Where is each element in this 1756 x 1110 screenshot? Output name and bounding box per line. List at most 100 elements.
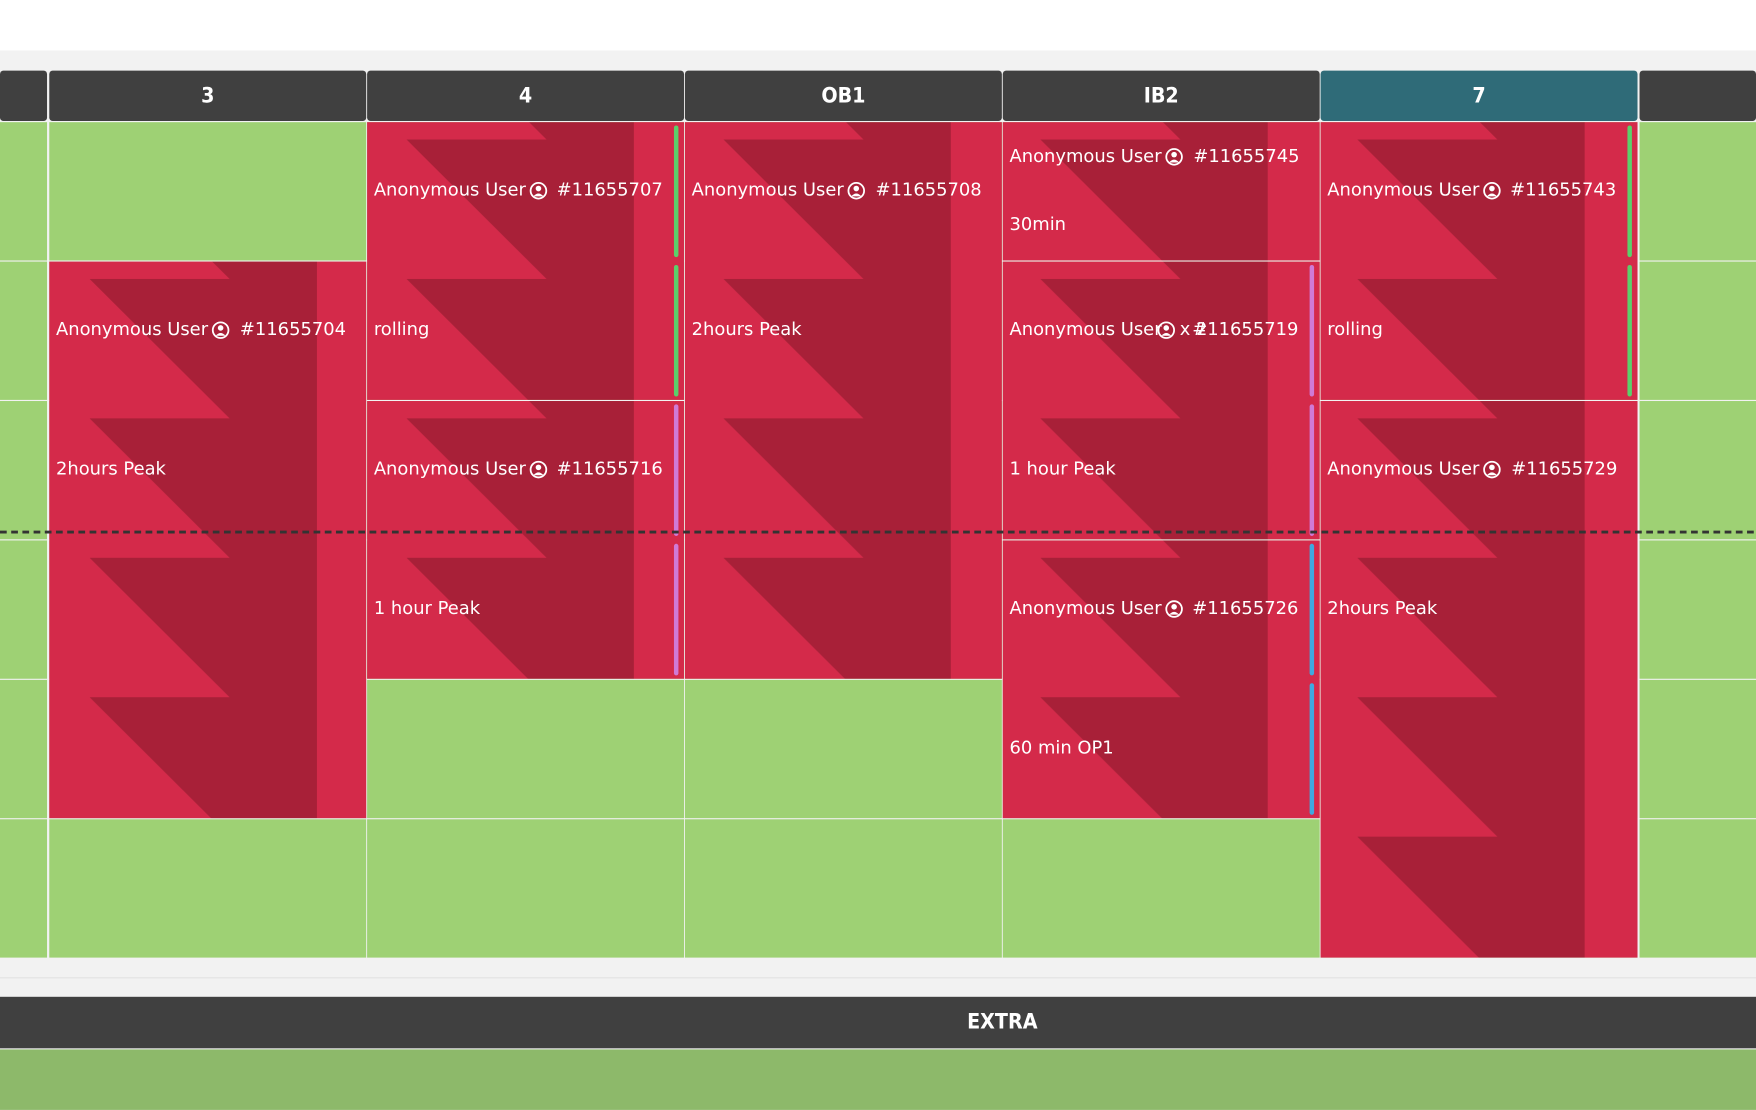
booking-ref: #11655729 (1511, 459, 1617, 480)
user-icon-head (1489, 185, 1495, 192)
booking-user: Anonymous User (1009, 319, 1162, 340)
user-icon-body (851, 193, 862, 197)
booking-note: 30min (1009, 214, 1066, 235)
booking-user: Anonymous User (1327, 459, 1480, 480)
status-strip (1309, 264, 1315, 397)
booking-guests: x 2 (1180, 319, 1208, 340)
user-icon-head (1171, 603, 1177, 610)
free-slot (684, 819, 1002, 958)
extra-row (0, 1049, 1756, 1110)
free-slot (0, 122, 48, 261)
status-strip (1309, 404, 1315, 536)
user-icon-body (215, 332, 226, 336)
user-icon-head (535, 185, 542, 192)
column-header (1639, 70, 1756, 122)
booking[interactable] (684, 122, 1002, 679)
booking-user: Anonymous User (1009, 598, 1162, 619)
booking-user: Anonymous User (1327, 180, 1480, 201)
booking-note: 2hours Peak (1327, 598, 1438, 619)
user-icon-head (535, 464, 542, 471)
free-slot (684, 679, 1002, 819)
status-strip (1627, 125, 1632, 258)
booking-ref: #11655704 (240, 319, 346, 340)
free-slot (1002, 819, 1320, 958)
user-icon-head (217, 325, 224, 331)
status-strip (673, 404, 679, 536)
booking[interactable] (367, 122, 685, 400)
booking-ref: #11655716 (557, 459, 663, 480)
free-slot (1639, 261, 1756, 400)
booking[interactable] (1320, 401, 1638, 958)
user-icon-body (1169, 611, 1180, 615)
user-icon (1483, 182, 1501, 200)
booking-ref: #11655708 (876, 180, 982, 201)
column-header (0, 70, 48, 122)
booking-ref: #11655707 (557, 180, 663, 201)
column-label: IB2 (1144, 83, 1179, 108)
free-slot (1639, 122, 1756, 261)
user-icon-head (1171, 151, 1177, 158)
booking-note: rolling (1327, 319, 1383, 340)
booking-note: 1 hour Peak (374, 598, 481, 619)
booking-ref: #11655745 (1193, 146, 1299, 167)
column-header (1002, 70, 1320, 122)
free-slot (367, 819, 685, 958)
booking[interactable] (49, 261, 367, 819)
booking[interactable] (1320, 122, 1638, 400)
free-slot (0, 261, 48, 400)
user-icon (1165, 600, 1183, 618)
status-strip (1309, 543, 1315, 676)
free-slot (1639, 401, 1756, 540)
free-slot (0, 401, 48, 540)
extra-header (0, 996, 1756, 1049)
booking-note: 1 hour Peak (1009, 459, 1116, 480)
column-header (684, 70, 1002, 122)
user-icon-body (1169, 159, 1180, 163)
booking[interactable] (1002, 540, 1320, 819)
status-strip (673, 543, 679, 676)
free-slot (1639, 679, 1756, 819)
free-slot (1639, 540, 1756, 679)
user-icon-head (853, 185, 860, 192)
user-icon (211, 321, 230, 339)
user-icon-body (533, 193, 544, 197)
column-header (1320, 70, 1638, 122)
free-slot (367, 679, 685, 819)
free-slot (49, 819, 367, 958)
booking-ref: #11655719 (1192, 319, 1298, 340)
free-slot (0, 540, 48, 679)
booking-note: rolling (374, 319, 430, 340)
free-slot (1639, 819, 1756, 958)
user-icon (1165, 148, 1183, 166)
booking-note: 2hours Peak (692, 319, 803, 340)
booking-user: Anonymous User (1009, 146, 1162, 167)
status-strip (1309, 683, 1315, 815)
user-icon-head (1489, 464, 1495, 471)
column-label: 7 (1472, 83, 1485, 108)
top-bar (0, 0, 1756, 51)
user-icon-body (533, 472, 544, 476)
status-strip (1627, 264, 1632, 397)
free-slot (0, 679, 48, 819)
user-icon-head (1163, 325, 1170, 331)
column-header (49, 70, 367, 122)
user-icon (529, 182, 548, 200)
booking-user: Anonymous User (56, 319, 209, 340)
booking-note: 60 min OP1 (1009, 737, 1113, 758)
booking-user: Anonymous User (692, 180, 845, 201)
column-label: 3 (201, 83, 214, 108)
booking-ref: #11655743 (1510, 180, 1616, 201)
user-icon (529, 460, 548, 479)
user-icon-body (1161, 332, 1172, 336)
user-icon (1157, 321, 1175, 339)
booking[interactable] (1002, 261, 1320, 540)
column-label: OB1 (821, 83, 865, 108)
column-header (367, 70, 685, 122)
booking-note: 2hours Peak (56, 459, 167, 480)
booking[interactable] (1002, 122, 1320, 261)
free-slot (49, 122, 367, 261)
column-label: 4 (519, 83, 532, 108)
booking[interactable] (367, 401, 685, 679)
